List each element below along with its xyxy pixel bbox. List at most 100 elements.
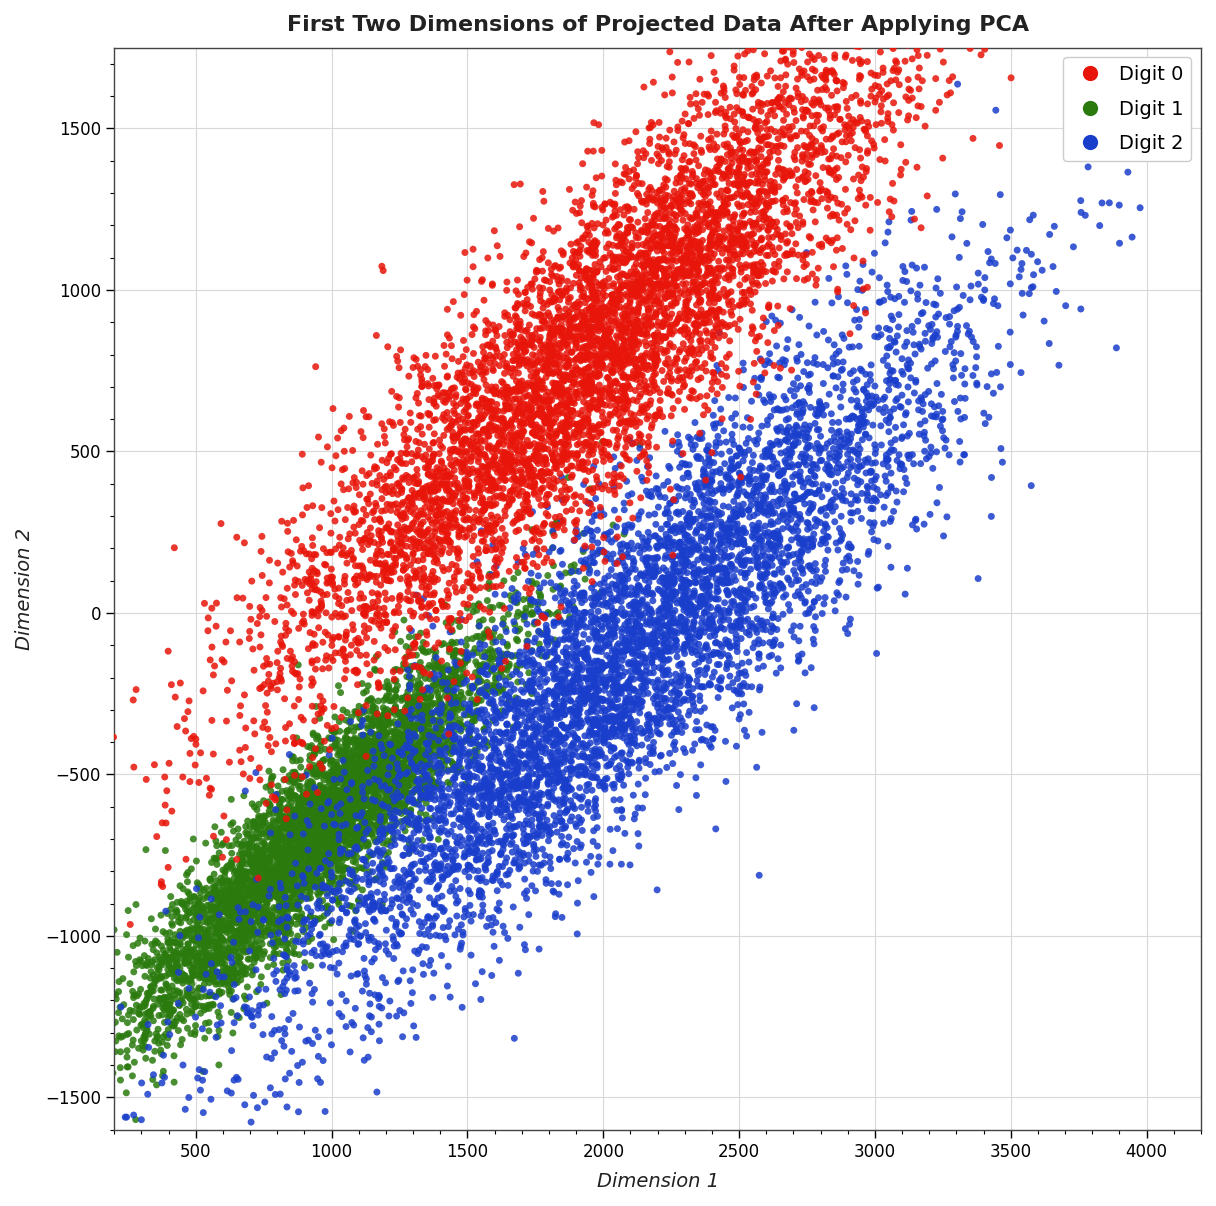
Point xyxy=(432,742,451,761)
Point xyxy=(682,598,702,617)
Point xyxy=(772,576,792,596)
Point xyxy=(430,532,450,551)
Point xyxy=(653,406,672,426)
Point xyxy=(734,215,754,234)
Point xyxy=(252,824,271,843)
Point xyxy=(714,165,733,185)
Point xyxy=(731,295,750,315)
Point xyxy=(340,525,360,544)
Point xyxy=(528,421,547,440)
Point xyxy=(796,150,816,169)
Point xyxy=(159,965,179,984)
Point xyxy=(356,681,376,701)
Point xyxy=(495,447,514,467)
Point xyxy=(542,445,562,464)
Point xyxy=(439,418,458,438)
Point xyxy=(472,432,491,451)
Point xyxy=(451,800,471,819)
Point xyxy=(420,870,439,889)
Point xyxy=(653,270,672,289)
Point xyxy=(496,449,516,468)
Point xyxy=(773,125,793,145)
Point xyxy=(283,884,303,903)
Point xyxy=(607,554,626,573)
Point xyxy=(480,480,500,499)
Point xyxy=(537,462,557,481)
Point xyxy=(503,367,523,386)
Point xyxy=(230,935,249,954)
Point xyxy=(905,335,924,355)
Point xyxy=(510,486,529,505)
Point xyxy=(315,732,334,751)
Point xyxy=(243,1015,263,1035)
Point xyxy=(671,204,691,223)
Point xyxy=(306,803,326,822)
Point xyxy=(460,829,479,848)
Point xyxy=(573,347,592,367)
Point xyxy=(664,613,683,632)
Point xyxy=(991,0,1010,19)
Point xyxy=(282,769,302,789)
Point xyxy=(727,505,747,525)
Point xyxy=(567,350,586,369)
Point xyxy=(378,849,398,868)
Point xyxy=(569,422,589,441)
Point xyxy=(489,743,508,762)
Point xyxy=(375,701,394,720)
Point xyxy=(384,757,404,777)
Point xyxy=(749,182,769,201)
Point xyxy=(370,726,389,745)
Point xyxy=(575,685,595,704)
Point xyxy=(561,751,580,771)
Point xyxy=(512,692,531,712)
Point xyxy=(310,909,330,929)
Point xyxy=(531,816,551,836)
Point xyxy=(479,649,499,668)
Point xyxy=(689,260,709,280)
Point xyxy=(191,956,210,976)
Point xyxy=(288,801,308,820)
Point xyxy=(596,379,615,398)
Point xyxy=(615,719,635,738)
Point xyxy=(669,614,688,633)
Point xyxy=(663,244,682,263)
Point xyxy=(264,674,283,693)
Point xyxy=(544,450,563,469)
Point xyxy=(800,376,820,396)
Point xyxy=(379,750,399,769)
Point xyxy=(159,754,179,773)
Point xyxy=(206,952,225,971)
Point xyxy=(737,726,756,745)
Point xyxy=(399,815,418,835)
Point xyxy=(550,309,569,328)
Point xyxy=(721,510,741,529)
Point xyxy=(716,287,736,306)
Point xyxy=(390,760,410,779)
Point xyxy=(619,242,638,262)
Point xyxy=(359,807,378,826)
Point xyxy=(434,710,454,730)
Point xyxy=(575,726,595,745)
Point xyxy=(311,591,331,610)
Point xyxy=(432,634,451,654)
Point xyxy=(215,955,235,974)
Point xyxy=(398,738,417,757)
Point xyxy=(833,491,852,510)
Point xyxy=(338,848,358,867)
Point xyxy=(689,176,709,195)
Point xyxy=(299,570,319,590)
Point xyxy=(331,683,350,702)
Point xyxy=(496,743,516,762)
Point xyxy=(764,633,783,652)
Point xyxy=(575,643,595,662)
Point xyxy=(433,504,452,523)
Point xyxy=(266,884,286,903)
Point xyxy=(688,286,708,305)
Point xyxy=(158,903,178,923)
Point xyxy=(730,479,749,498)
Point xyxy=(581,317,601,336)
Point xyxy=(584,282,603,302)
Point xyxy=(300,873,320,892)
Point xyxy=(841,0,861,12)
Point xyxy=(685,239,704,258)
